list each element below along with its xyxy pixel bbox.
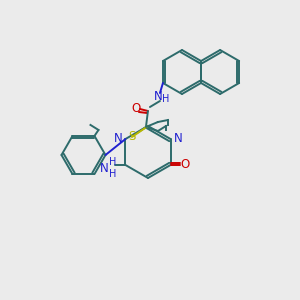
Text: H: H <box>162 94 169 104</box>
Text: S: S <box>128 130 136 143</box>
Text: O: O <box>180 158 189 172</box>
Text: N: N <box>100 161 109 175</box>
Text: H: H <box>109 169 116 179</box>
Text: O: O <box>131 103 141 116</box>
Text: N: N <box>173 133 182 146</box>
Text: N: N <box>154 91 162 103</box>
Text: H: H <box>109 157 116 167</box>
Text: N: N <box>114 133 122 146</box>
